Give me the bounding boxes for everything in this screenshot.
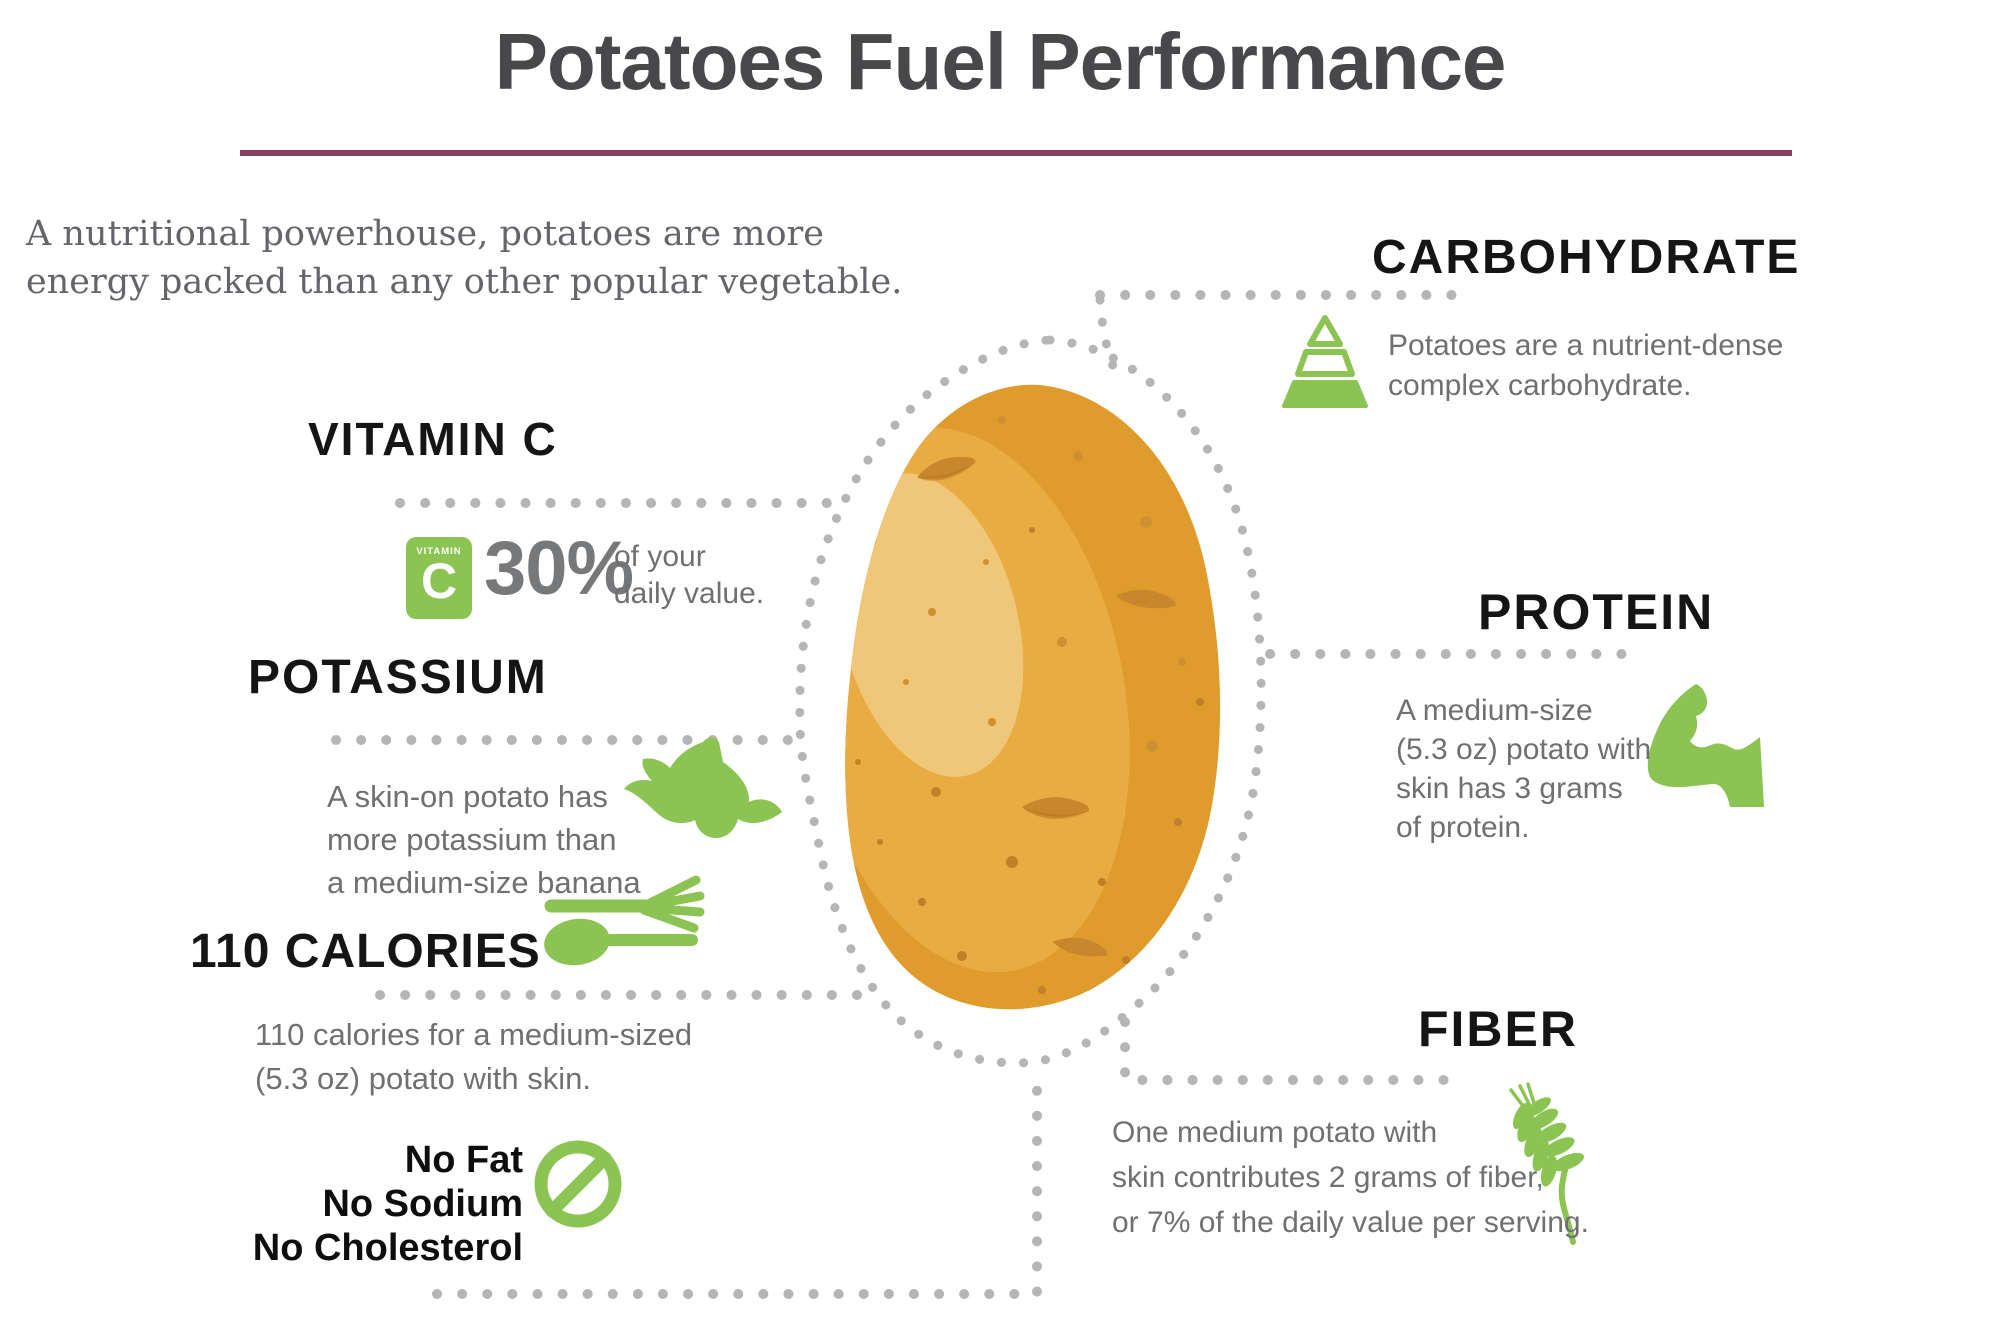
restriction-item: No Cholesterol <box>252 1227 523 1269</box>
vitamin-c-caption: of your daily value. <box>614 538 764 612</box>
section-heading-potassium: POTASSIUM <box>248 651 548 704</box>
body-line: skin has 3 grams <box>1396 772 1623 805</box>
calories-description: 110 calories for a medium-sized (5.3 oz)… <box>255 1013 692 1101</box>
body-line: (5.3 oz) potato with <box>1396 733 1652 766</box>
vitamin-c-badge: VITAMIN C <box>406 537 472 619</box>
body-line: A skin-on potato has <box>327 779 608 814</box>
intro-line: energy packed than any other popular veg… <box>26 262 903 302</box>
vitamin-c-badge-letter: C <box>420 553 458 609</box>
body-line: complex carbohydrate. <box>1388 369 1692 402</box>
body-line: a medium-size banana <box>327 865 641 900</box>
body-line: of your <box>614 540 706 573</box>
potassium-description: A skin-on potato has more potassium than… <box>327 775 641 904</box>
body-line: 110 calories for a medium-sized <box>255 1017 693 1052</box>
restriction-item: No Fat <box>404 1139 523 1181</box>
fiber-description: One medium potato with skin contributes … <box>1112 1110 1589 1245</box>
vitamin-c-badge-label: VITAMIN <box>416 546 462 557</box>
banana-peel-icon <box>624 737 782 838</box>
pyramid-icon <box>1282 315 1368 408</box>
body-line: One medium potato with <box>1112 1116 1438 1149</box>
body-line: or 7% of the daily value per serving. <box>1112 1206 1589 1239</box>
carbohydrate-description: Potatoes are a nutrient-dense complex ca… <box>1388 326 1783 406</box>
section-heading-fiber: FIBER <box>1418 1001 1578 1057</box>
section-heading-carbohydrate: CARBOHYDRATE <box>1372 231 1801 284</box>
page-title: Potatoes Fuel Performance <box>494 17 1507 106</box>
protein-description: A medium-size (5.3 oz) potato with skin … <box>1396 691 1651 847</box>
body-line: daily value. <box>614 577 765 610</box>
no-symbol-icon <box>534 1140 622 1228</box>
body-line: of protein. <box>1396 811 1530 844</box>
wheat-icon <box>1509 1082 1584 1245</box>
body-line: A medium-size <box>1396 694 1593 727</box>
vitamin-c-value: 30% <box>484 526 634 611</box>
section-heading-vitamin-c: VITAMIN C <box>308 413 558 465</box>
cutlery-icon <box>544 875 705 966</box>
potato-illustration <box>845 384 1221 1010</box>
restrictions-list: No Fat No Sodium No Cholesterol <box>200 1138 523 1270</box>
body-line: Potatoes are a nutrient-dense <box>1388 329 1784 362</box>
body-line: skin contributes 2 grams of fiber, <box>1112 1161 1544 1194</box>
title-underline <box>240 150 1792 156</box>
muscle-arm-icon <box>1647 684 1764 807</box>
intro-text: A nutritional powerhouse, potatoes are m… <box>26 210 966 306</box>
section-heading-protein: PROTEIN <box>1478 584 1715 640</box>
body-line: (5.3 oz) potato with skin. <box>255 1061 591 1096</box>
section-heading-calories: 110 CALORIES <box>190 925 541 978</box>
restriction-item: No Sodium <box>322 1183 523 1225</box>
intro-line: A nutritional powerhouse, potatoes are m… <box>26 214 824 254</box>
body-line: more potassium than <box>327 822 617 857</box>
